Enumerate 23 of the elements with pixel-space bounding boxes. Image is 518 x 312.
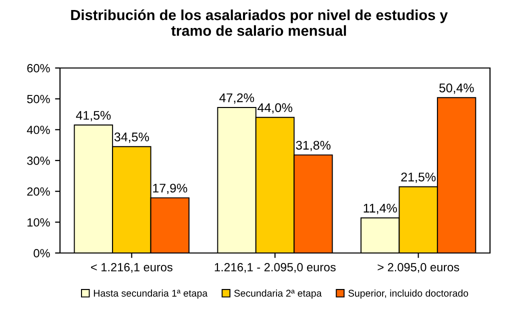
x-tick-label: < 1.216,1 euros xyxy=(91,263,172,273)
y-tick-label: 40% xyxy=(26,126,50,134)
legend-label: Hasta secundaria 1ª etapa xyxy=(94,290,208,299)
data-label: 34,5% xyxy=(114,132,149,143)
data-label: 17,9% xyxy=(153,184,188,194)
data-label: 41,5% xyxy=(76,110,111,122)
y-tick-label: 0% xyxy=(34,249,50,258)
y-tick-label: 10% xyxy=(28,218,50,227)
x-tick-label: 1.216,1 - 2.095,0 euros xyxy=(214,263,336,273)
y-tick-label: 50% xyxy=(27,94,50,104)
data-label: 50,4% xyxy=(439,84,474,94)
y-tick-label: 30% xyxy=(27,156,50,165)
legend-label: Superior, incluido doctorado xyxy=(348,290,468,299)
data-label: 11,4% xyxy=(364,204,397,214)
y-tick-label: 20% xyxy=(27,187,50,196)
data-label: 47,2% xyxy=(219,93,254,104)
x-tick-label: > 2.095,0 euros xyxy=(378,263,460,273)
data-label: 44,0% xyxy=(258,103,292,114)
y-tick-label: 60% xyxy=(27,64,50,72)
data-label: 31,8% xyxy=(296,140,330,152)
data-label: 21,5% xyxy=(401,172,436,183)
legend-label: Secundaria 2ª etapa xyxy=(234,290,322,299)
chart-title: Distribución de los asalariados por nivel de estudios y tramo de salario mensual xyxy=(71,9,448,36)
